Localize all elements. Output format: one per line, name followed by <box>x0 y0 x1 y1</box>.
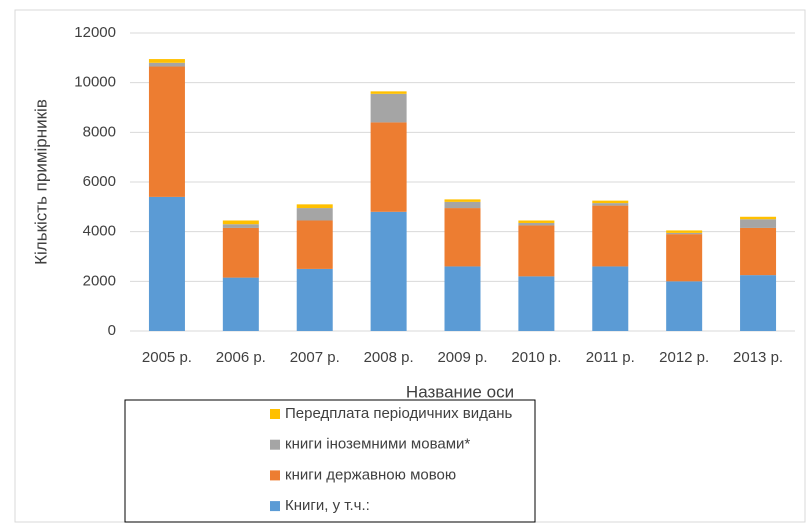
x-tick-label: 2010 р. <box>511 349 561 366</box>
x-tick-label: 2013 р. <box>733 349 783 366</box>
y-tick-label: 10000 <box>74 74 116 91</box>
bar-segment <box>370 91 407 94</box>
bar-segment <box>370 122 407 212</box>
bar-segment <box>444 266 481 331</box>
bar-segment <box>666 230 703 233</box>
bar-segment <box>740 216 777 220</box>
bar-segment <box>222 224 259 228</box>
y-axis-title: Кількість примірників <box>31 99 50 265</box>
bar-segment <box>592 200 629 204</box>
bar-segment <box>370 93 407 123</box>
bar-segment <box>592 266 629 331</box>
legend-swatch <box>270 470 280 481</box>
y-tick-label: 12000 <box>74 24 116 41</box>
bar-segment <box>296 220 333 269</box>
legend-swatch <box>270 409 280 419</box>
bar-segment <box>148 59 185 63</box>
legend-label: Книги, у т.ч.: <box>285 497 370 514</box>
legend-swatch <box>270 439 280 450</box>
bar-segment <box>740 227 777 276</box>
bar-segment <box>444 201 481 209</box>
bar-segment <box>592 203 629 206</box>
bar-segment <box>592 205 629 267</box>
bar-segment <box>222 227 259 278</box>
bar-segment <box>666 281 703 331</box>
x-axis-title: Название оси <box>406 382 514 401</box>
bar-segment <box>222 220 259 225</box>
bar-segment <box>518 225 555 277</box>
bar-segment <box>444 199 481 202</box>
y-tick-label: 4000 <box>83 223 116 240</box>
bar-segment <box>148 62 185 67</box>
bar-segment <box>666 234 703 282</box>
bar-segment <box>148 66 185 197</box>
legend-box <box>124 399 536 523</box>
legend-label: книги державною мовою <box>285 466 456 483</box>
legend-swatch <box>270 501 280 512</box>
y-tick-label: 8000 <box>83 123 116 140</box>
x-tick-label: 2005 р. <box>142 349 192 366</box>
x-tick-label: 2011 р. <box>586 349 635 366</box>
x-tick-label: 2006 р. <box>216 349 266 366</box>
x-tick-label: 2009 р. <box>437 349 487 366</box>
y-tick-label: 2000 <box>83 272 116 289</box>
bar-segment <box>370 211 407 331</box>
bar-segment <box>296 208 333 221</box>
bar-segment <box>740 219 777 228</box>
x-tick-label: 2008 р. <box>364 349 414 366</box>
bar-segment <box>740 275 777 331</box>
bar-segment <box>222 277 259 331</box>
bar-segment <box>518 276 555 331</box>
x-tick-label: 2007 р. <box>290 349 340 366</box>
bar-segment <box>518 222 555 226</box>
x-tick-label: 2012 р. <box>659 349 709 366</box>
bar-segment <box>296 204 333 209</box>
bar-segment <box>666 232 703 235</box>
bar-segment <box>518 220 555 223</box>
bar-segment <box>444 208 481 267</box>
y-tick-label: 6000 <box>83 173 116 190</box>
legend-label: Передплата періодичних видань <box>285 405 512 422</box>
y-tick-label: 0 <box>108 322 116 339</box>
bar-segment <box>296 268 333 331</box>
bar-segment <box>148 196 185 331</box>
legend-label: книги іноземними мовами* <box>285 436 470 453</box>
